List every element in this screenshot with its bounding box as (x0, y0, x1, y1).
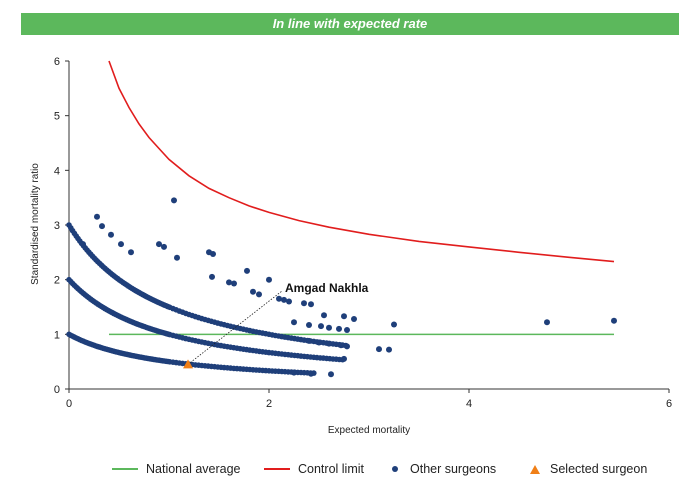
other-surgeon-point (344, 327, 350, 333)
y-tick-label: 1 (54, 329, 60, 341)
other-surgeon-point (291, 319, 297, 326)
x-tick-label: 0 (66, 398, 72, 410)
annotation-leader-line (187, 290, 283, 365)
legend-label: Selected surgeon (550, 462, 648, 476)
other-surgeon-point (328, 371, 334, 378)
other-surgeon-point (210, 251, 216, 257)
other-surgeon-point (338, 342, 344, 349)
y-tick-label: 6 (54, 56, 60, 68)
other-surgeon-point (308, 370, 314, 377)
other-surgeon-point (326, 324, 332, 331)
other-surgeon-point (376, 346, 382, 353)
other-surgeon-point (386, 346, 392, 353)
selected-surgeon-swatch (530, 464, 540, 474)
other-surgeon-point (306, 337, 312, 344)
other-surgeon-point (344, 343, 350, 350)
legend-other-surgeons: Other surgeons (386, 459, 496, 479)
other-surgeon-point (266, 276, 272, 283)
other-surgeon-point (306, 322, 312, 328)
x-tick-label: 2 (266, 398, 272, 410)
other-surgeon-point (326, 340, 332, 347)
legend-label: Control limit (298, 462, 364, 476)
other-surgeon-point (250, 288, 256, 295)
other-surgeon-point (108, 231, 114, 238)
other-surgeon-point (318, 323, 324, 330)
other-surgeon-point (336, 325, 342, 332)
control-limit-line (108, 60, 615, 263)
other-surgeon-point (276, 295, 282, 302)
y-tick-label: 2 (54, 275, 60, 287)
x-axis-title: Expected mortality (328, 425, 410, 436)
other-surgeon-point (226, 279, 232, 286)
y-tick-label: 5 (54, 111, 60, 123)
y-tick-label: 0 (54, 384, 60, 396)
other-surgeon-point (351, 316, 357, 322)
other-surgeon-point (171, 197, 177, 204)
legend-label: National average (146, 462, 241, 476)
x-tick-label: 6 (666, 398, 672, 410)
selected-surgeon-point (183, 359, 193, 369)
other-surgeon-point (341, 355, 347, 362)
other-surgeon-point (80, 241, 86, 248)
other-surgeons-swatch (392, 466, 398, 472)
other-surgeon-point (316, 339, 322, 346)
selected-surgeon-label: Amgad Nakhla (285, 281, 369, 295)
legend-label: Other surgeons (410, 462, 497, 476)
other-surgeon-point (161, 243, 167, 250)
legend: National average Control limit Other sur… (0, 459, 700, 479)
other-surgeon-point (301, 300, 307, 307)
other-surgeon-point (231, 280, 237, 287)
other-surgeon-point (544, 319, 550, 326)
other-surgeon-point (244, 267, 250, 274)
other-surgeon-point (611, 317, 617, 324)
y-axis-title: Standardised mortality ratio (30, 163, 41, 285)
y-tick-label: 3 (54, 220, 60, 232)
other-surgeon-point (209, 273, 215, 280)
legend-national-average: National average (112, 459, 241, 479)
rating-banner: In line with expected rate (21, 13, 679, 35)
other-surgeon-point (256, 291, 262, 298)
other-surgeon-point (291, 369, 297, 376)
other-surgeon-point (321, 312, 327, 319)
other-surgeon-point (94, 213, 100, 220)
other-surgeon-point (128, 249, 134, 256)
national-average-swatch (112, 468, 138, 470)
other-surgeon-point (99, 223, 105, 230)
other-surgeon-point (156, 241, 162, 248)
other-surgeon-point (286, 298, 292, 305)
other-surgeon-point (118, 241, 124, 248)
x-tick-label: 4 (466, 398, 472, 410)
y-tick-label: 4 (54, 165, 60, 177)
other-surgeon-point (174, 254, 180, 261)
legend-control-limit: Control limit (264, 459, 364, 479)
control-limit-swatch (264, 468, 290, 470)
plot-series: Amgad Nakhla (66, 60, 617, 378)
funnel-plot: 0 1 2 3 4 5 6 0 2 4 6 Amgad Nakhla Expected mortal… (30, 56, 672, 436)
legend-selected-surgeon: Selected surgeon (526, 459, 647, 479)
other-surgeon-point (391, 321, 397, 328)
other-surgeon-point (341, 313, 347, 320)
other-surgeon-point (281, 296, 287, 303)
other-surgeon-point (308, 301, 314, 308)
